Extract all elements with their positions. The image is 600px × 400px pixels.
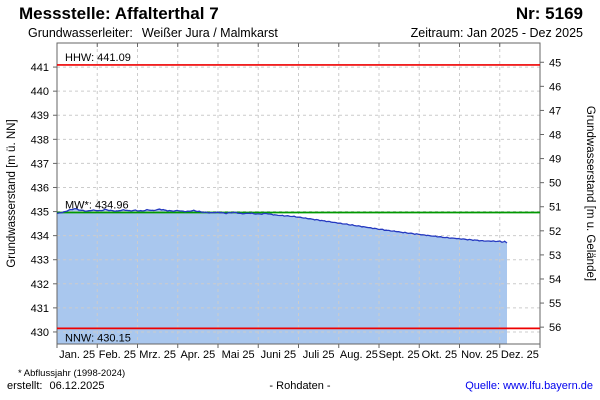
svg-text:55: 55: [549, 298, 561, 310]
svg-text:434: 434: [31, 231, 49, 243]
svg-text:Grundwasserstand [m ü. NN]: Grundwasserstand [m ü. NN]: [6, 119, 18, 267]
svg-text:49: 49: [549, 154, 561, 166]
svg-text:Juni 25: Juni 25: [261, 349, 296, 361]
svg-text:Aug. 25: Aug. 25: [340, 349, 378, 361]
svg-text:Juli 25: Juli 25: [303, 349, 335, 361]
svg-text:Mrz. 25: Mrz. 25: [139, 349, 176, 361]
area-fill: [57, 208, 507, 344]
svg-text:52: 52: [549, 226, 561, 238]
svg-text:56: 56: [549, 322, 561, 334]
svg-text:Feb. 25: Feb. 25: [99, 349, 136, 361]
source-label: Quelle:: [465, 380, 501, 392]
svg-text:Dez. 25: Dez. 25: [501, 349, 539, 361]
svg-text:51: 51: [549, 202, 561, 214]
svg-text:53: 53: [549, 250, 561, 262]
page-title: Messstelle: Affalterthal 7: [19, 4, 219, 23]
svg-text:47: 47: [549, 105, 561, 117]
svg-text:441: 441: [31, 62, 49, 74]
svg-text:Mai 25: Mai 25: [222, 349, 255, 361]
svg-text:46: 46: [549, 81, 561, 93]
svg-text:50: 50: [549, 178, 561, 190]
source-link[interactable]: www.lfu.bayern.de: [503, 380, 593, 392]
svg-text:HHW: 441.09: HHW: 441.09: [65, 52, 131, 64]
footnote-abflussjahr: * Abflussjahr (1998-2024): [18, 368, 126, 379]
svg-text:437: 437: [31, 158, 49, 170]
svg-text:NNW: 430.15: NNW: 430.15: [65, 332, 131, 344]
svg-text:433: 433: [31, 255, 49, 267]
svg-text:Sept. 25: Sept. 25: [379, 349, 420, 361]
created-row: erstellt: 06.12.2025: [7, 380, 105, 392]
svg-text:Grundwasserstand [m u. Gelände: Grundwasserstand [m u. Gelände]: [584, 106, 596, 281]
svg-text:MW*: 434.96: MW*: 434.96: [65, 200, 129, 212]
svg-text:48: 48: [549, 130, 561, 142]
created-date: 06.12.2025: [49, 380, 105, 392]
svg-text:Okt. 25: Okt. 25: [422, 349, 457, 361]
aquifer-value: Weißer Jura / Malmkarst: [141, 26, 278, 40]
aquifer-row: Grundwasserleiter: Weißer Jura / Malmkars…: [28, 26, 278, 40]
period-label: Zeitraum: Jan 2025 - Dez 2025: [410, 26, 583, 40]
svg-text:436: 436: [31, 182, 49, 194]
svg-text:432: 432: [31, 279, 49, 291]
svg-text:Apr. 25: Apr. 25: [180, 349, 215, 361]
source-row: Quelle: www.lfu.bayern.de: [465, 380, 593, 392]
svg-text:438: 438: [31, 134, 49, 146]
svg-text:Nov. 25: Nov. 25: [461, 349, 498, 361]
svg-text:45: 45: [549, 57, 561, 69]
svg-text:54: 54: [549, 274, 561, 286]
svg-text:431: 431: [31, 303, 49, 315]
svg-text:439: 439: [31, 110, 49, 122]
svg-text:Jan. 25: Jan. 25: [59, 349, 95, 361]
created-label: erstellt:: [7, 380, 43, 392]
aquifer-label: Grundwasserleiter:: [28, 26, 133, 40]
svg-text:435: 435: [31, 207, 49, 219]
svg-text:430: 430: [31, 327, 49, 339]
station-number: Nr: 5169: [515, 4, 583, 23]
svg-text:440: 440: [31, 86, 49, 98]
data-line: [56, 207, 508, 244]
data-type-label: - Rohdaten -: [269, 380, 331, 392]
